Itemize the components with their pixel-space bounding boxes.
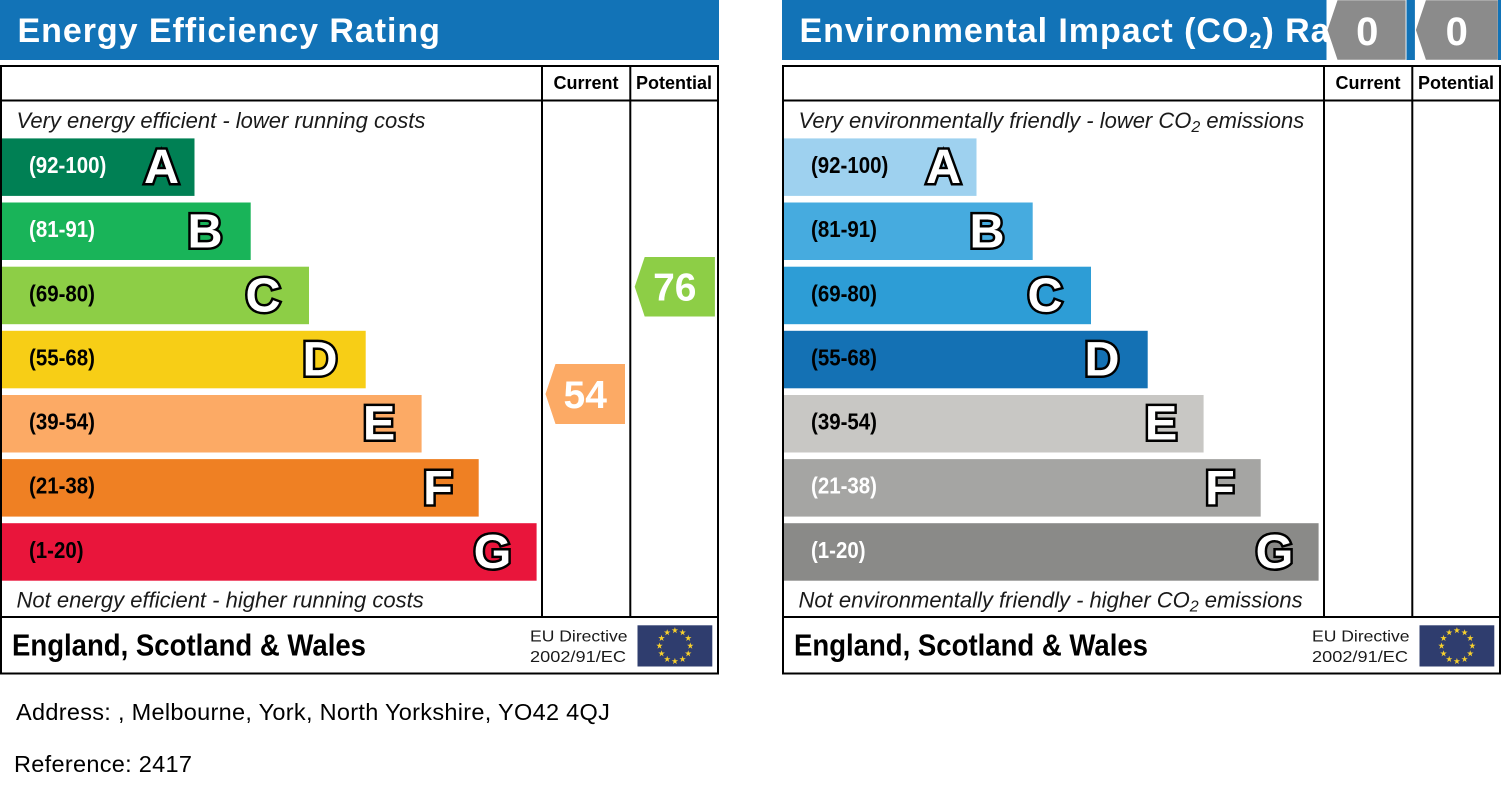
svg-text:England, Scotland & Wales: England, Scotland & Wales [794, 627, 1148, 662]
svg-text:England, Scotland & Wales: England, Scotland & Wales [12, 627, 366, 662]
svg-text:F: F [423, 461, 453, 515]
svg-text:F: F [1205, 461, 1235, 515]
svg-text:Environmental Impact (CO2) Rat: Environmental Impact (CO2) Rating [800, 12, 1397, 53]
svg-text:D: D [1084, 333, 1119, 387]
svg-text:Not environmentally friendly -: Not environmentally friendly - higher CO… [799, 588, 1303, 616]
svg-text:(1-20): (1-20) [29, 537, 84, 563]
svg-text:E: E [1145, 397, 1177, 451]
svg-text:(39-54): (39-54) [29, 409, 95, 435]
svg-text:(21-38): (21-38) [811, 473, 877, 499]
svg-text:(81-91): (81-91) [29, 216, 95, 242]
svg-text:C: C [245, 268, 280, 322]
svg-text:(69-80): (69-80) [811, 280, 877, 306]
svg-text:B: B [969, 204, 1004, 258]
svg-text:54: 54 [564, 374, 608, 417]
svg-text:D: D [302, 333, 337, 387]
svg-text:B: B [187, 204, 222, 258]
svg-text:G: G [1256, 525, 1294, 579]
svg-text:Potential: Potential [636, 73, 712, 93]
svg-text:(92-100): (92-100) [29, 152, 106, 178]
svg-text:C: C [1027, 268, 1062, 322]
svg-text:A: A [144, 140, 179, 194]
svg-text:(69-80): (69-80) [29, 280, 95, 306]
svg-text:(39-54): (39-54) [811, 409, 877, 435]
svg-text:G: G [474, 525, 512, 579]
svg-text:Energy Efficiency Rating: Energy Efficiency Rating [18, 12, 441, 50]
svg-text:Very energy efficient - lower: Very energy efficient - lower running co… [17, 108, 426, 133]
svg-text:(21-38): (21-38) [29, 473, 95, 499]
svg-text:Potential: Potential [1418, 73, 1494, 93]
svg-text:(55-68): (55-68) [29, 344, 95, 370]
svg-text:0: 0 [1446, 10, 1468, 54]
svg-text:76: 76 [653, 267, 696, 310]
svg-text:2002/91/EC: 2002/91/EC [530, 649, 626, 666]
svg-text:(92-100): (92-100) [811, 152, 888, 178]
svg-text:EU Directive: EU Directive [1312, 629, 1410, 646]
svg-text:2002/91/EC: 2002/91/EC [1312, 649, 1408, 666]
svg-text:Current: Current [553, 73, 618, 93]
svg-text:(1-20): (1-20) [811, 537, 866, 563]
svg-text:0: 0 [1356, 10, 1378, 54]
svg-text:A: A [926, 140, 961, 194]
svg-text:EU Directive: EU Directive [530, 629, 628, 646]
svg-text:E: E [363, 397, 395, 451]
svg-text:Not energy efficient - higher: Not energy efficient - higher running co… [17, 588, 424, 613]
svg-text:Current: Current [1335, 73, 1400, 93]
svg-text:Very environmentally friendly: Very environmentally friendly - lower CO… [799, 108, 1305, 136]
svg-text:(81-91): (81-91) [811, 216, 877, 242]
svg-text:(55-68): (55-68) [811, 344, 877, 370]
